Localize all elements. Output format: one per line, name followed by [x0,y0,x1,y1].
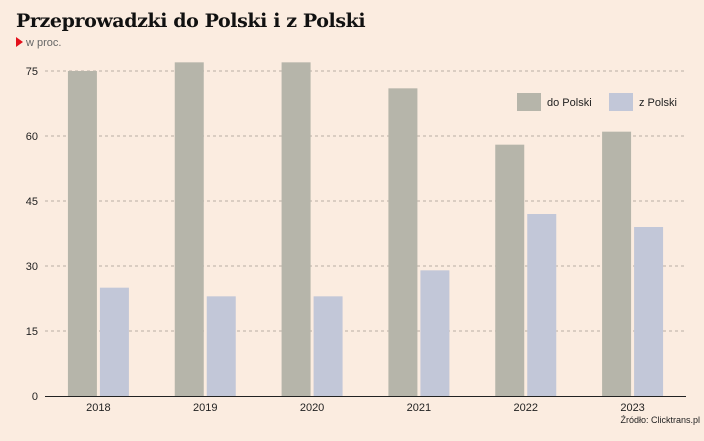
x-tick-label: 2018 [86,402,110,414]
bar-do-polski-2023 [602,131,632,396]
source-note: Źródło: Clicktrans.pl [620,415,700,425]
bar-z-polski-2019 [206,296,236,396]
bar-z-polski-2020 [313,296,343,396]
y-tick-label: 15 [26,326,38,338]
triangle-icon [16,37,23,47]
x-tick-label: 2021 [407,402,431,414]
legend-label: do Polski [547,97,592,109]
legend-swatch [517,93,541,111]
bar-z-polski-2021 [420,270,450,396]
y-tick-label: 75 [26,66,38,78]
bar-z-polski-2022 [527,214,557,396]
bar-do-polski-2022 [495,144,525,396]
y-tick-label: 30 [26,261,38,273]
bar-do-polski-2018 [67,71,97,396]
chart-title: Przeprowadzki do Polski i z Polski [16,10,366,32]
legend-swatch [609,93,633,111]
bar-do-polski-2021 [388,88,418,396]
unit-label: w proc. [26,37,62,49]
x-tick-label: 2020 [300,402,324,414]
x-tick-label: 2019 [193,402,217,414]
y-tick-label: 60 [26,131,38,143]
bar-z-polski-2023 [634,227,664,396]
bar-z-polski-2018 [99,287,129,396]
bar-do-polski-2020 [281,62,311,396]
x-tick-label: 2023 [620,402,644,414]
y-tick-label: 0 [32,391,38,403]
bar-do-polski-2019 [174,62,204,396]
legend-label: z Polski [639,97,677,109]
x-tick-label: 2022 [514,402,538,414]
chart-subtitle: w proc. [16,37,61,49]
y-tick-label: 45 [26,196,38,208]
